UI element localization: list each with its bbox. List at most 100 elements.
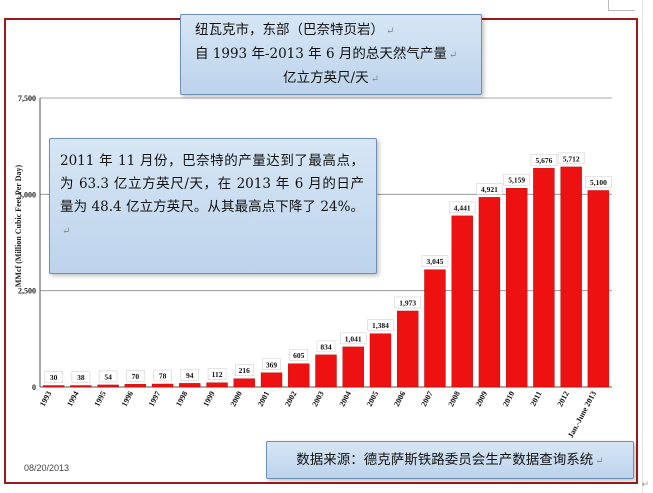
annotation-text: 2011 年 11 月份，巴奈特的产量达到了最高点，为 63.3 亿立方英尺/天… — [60, 153, 364, 215]
data-label-bg — [71, 371, 91, 383]
data-label: 70 — [132, 372, 140, 381]
y-axis-label: MMcf (Million Cubic Feet Per Day) — [14, 165, 23, 288]
x-tick-label: 2004 — [338, 390, 353, 408]
data-label-bg — [207, 368, 227, 380]
data-label-bg — [262, 358, 281, 371]
data-label: 94 — [186, 371, 194, 380]
y-tick-labels: 0 2,500 5,000 7,500 — [18, 94, 36, 392]
data-label-bg — [421, 255, 449, 267]
title-line-3: 亿立方英尺/天 — [283, 70, 369, 86]
x-tick-label: 2006 — [392, 390, 407, 408]
x-tick-label: 1999 — [201, 390, 216, 408]
data-label-bg — [503, 173, 530, 186]
x-tick-label: 2008 — [446, 390, 461, 408]
y-tick-label: 5,000 — [18, 190, 36, 199]
data-label-bg — [289, 349, 309, 361]
data-label: 38 — [77, 373, 85, 382]
x-tick-label: 2002 — [283, 390, 298, 408]
bar — [315, 354, 337, 388]
data-label: 30 — [50, 373, 58, 382]
data-label: 1,973 — [399, 298, 416, 307]
paragraph-mark: ↵ — [62, 226, 71, 237]
data-label: 5,676 — [535, 156, 552, 165]
bar — [342, 346, 364, 388]
bar — [397, 310, 419, 388]
bar — [451, 215, 473, 388]
y-tick-label: 0 — [32, 383, 36, 392]
data-label-bg — [530, 154, 558, 166]
bar — [97, 384, 119, 388]
bar — [478, 197, 501, 388]
x-tick-label: 2003 — [310, 390, 325, 408]
date-label: 08/20/2013 — [24, 463, 70, 473]
data-label-bg — [339, 332, 367, 345]
x-tick-label: 1993 — [38, 390, 53, 408]
x-tick-label: 2009 — [474, 390, 489, 408]
data-label: 4,441 — [454, 203, 471, 212]
x-tick-label: 2007 — [419, 390, 434, 408]
data-label-bg — [316, 340, 336, 353]
x-tick-label: 1997 — [147, 390, 162, 408]
x-tick-label: 2011 — [528, 390, 543, 408]
x-tick-label: 1994 — [65, 390, 80, 408]
data-label: 1,041 — [345, 334, 362, 343]
bar — [151, 383, 174, 388]
paragraph-mark: ↵ — [448, 50, 458, 61]
data-label-bg — [367, 319, 394, 331]
x-tick-label: 2000 — [229, 390, 244, 408]
x-tick-label: 2012 — [555, 390, 570, 408]
x-tick-label: 1995 — [92, 390, 107, 408]
data-label: 5,159 — [508, 176, 525, 185]
data-label: 112 — [212, 370, 223, 379]
data-label-bg — [585, 176, 612, 188]
data-label: 3,045 — [427, 257, 444, 266]
annotation-box: 2011 年 11 月份，巴奈特的产量达到了最高点，为 63.3 亿立方英尺/天… — [49, 138, 377, 274]
x-tick-label: 2001 — [256, 390, 271, 408]
bars — [42, 166, 610, 388]
data-label-bg — [557, 152, 585, 165]
bar — [533, 168, 555, 388]
bar — [42, 385, 65, 388]
paragraph-mark: ↵ — [370, 74, 379, 85]
data-label: 216 — [239, 366, 251, 375]
x-tick-labels: 1993 1994 1995 1996 1997 1998 1999 2000 2001 2002… — [38, 390, 598, 440]
y-tick-label: 2,500 — [18, 287, 36, 296]
data-label: 605 — [293, 351, 305, 360]
x-tick-label: 2005 — [365, 390, 380, 408]
chart-title-box: 纽瓦克市，东部（巴奈特页岩） ↵ 自 1993 年-2013 年 6 月的总天然气… — [180, 14, 482, 95]
bar — [124, 384, 147, 388]
data-label: 1,384 — [372, 321, 389, 330]
page-corner-mark — [608, 0, 635, 11]
data-label-bg — [448, 201, 476, 214]
x-tick-label: 1998 — [174, 390, 189, 408]
bar — [505, 188, 528, 388]
paragraph-mark: ↵ — [595, 456, 604, 467]
bar — [288, 363, 310, 388]
bar — [206, 382, 228, 388]
y-tick-label: 7,500 — [18, 94, 36, 103]
bar — [369, 333, 392, 388]
bar — [233, 378, 255, 388]
data-label-bg — [394, 296, 421, 309]
data-label: 834 — [320, 342, 332, 351]
data-label: 369 — [266, 360, 278, 369]
bar — [424, 269, 446, 388]
value-labels: 30 38 54 70 78 94 112 216 369 605 834 1,041 1,384 1,9… — [44, 152, 612, 383]
bar — [179, 383, 201, 388]
x-tick-label: 1996 — [120, 390, 135, 408]
title-line-1: 纽瓦克市，东部（巴奈特页岩） — [195, 22, 384, 38]
data-label: 78 — [159, 371, 167, 380]
data-label-bg — [180, 369, 200, 381]
bar — [70, 385, 92, 388]
data-label-bg — [235, 364, 254, 376]
data-label: 4,921 — [481, 185, 498, 194]
data-label: 5,100 — [590, 178, 607, 187]
paragraph-mark: ↵ — [386, 26, 395, 37]
data-label: 54 — [104, 372, 112, 381]
data-label-bg — [126, 370, 145, 382]
x-tick-label: Jan.-June 2013 — [566, 390, 598, 440]
source-text: 数据来源：德克萨斯铁路委员会生产数据查询系统 — [296, 452, 594, 468]
data-label-bg — [153, 369, 172, 382]
data-label-bg — [44, 371, 63, 383]
